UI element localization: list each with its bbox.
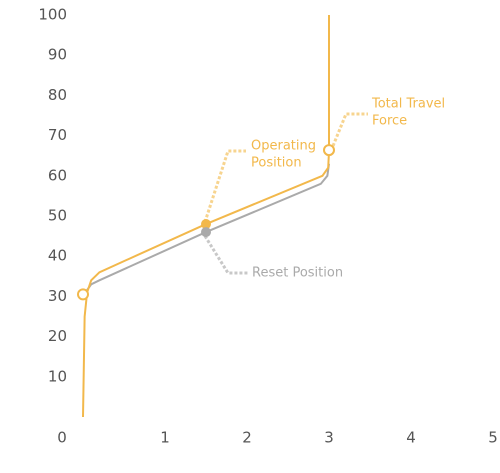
x-tick-label: 0 — [57, 429, 67, 447]
x-tick-label: 5 — [488, 429, 498, 447]
y-tick-label: 10 — [48, 367, 67, 385]
reset-leader — [203, 235, 248, 275]
annotation: Total Travel — [371, 97, 445, 112]
series-line — [82, 15, 330, 418]
marker — [201, 219, 211, 230]
total-travel-leader — [331, 112, 368, 147]
annotation: Force — [372, 114, 407, 129]
marker — [77, 288, 89, 301]
marker — [323, 144, 335, 157]
y-tick-label: 100 — [38, 6, 67, 24]
y-tick-label: 20 — [48, 327, 67, 345]
y-tick-label: 30 — [48, 287, 67, 305]
annotation: Reset Position — [252, 266, 343, 281]
y-tick-label: 40 — [48, 247, 67, 265]
y-tick-label: 80 — [48, 86, 67, 104]
leaders — [203, 112, 368, 275]
marker — [201, 227, 211, 238]
operating-leader — [203, 149, 246, 223]
y-tick-label: 50 — [48, 207, 67, 225]
annotation: Position — [251, 156, 302, 171]
x-tick-label: 2 — [242, 429, 252, 447]
y-tick-label: 70 — [48, 126, 67, 144]
x-tick-label: 4 — [406, 429, 416, 447]
annotation: Operating — [251, 139, 316, 154]
x-tick-label: 3 — [324, 429, 334, 447]
x-tick-label: 1 — [160, 429, 170, 447]
y-tick-label: 60 — [48, 166, 67, 184]
y-tick-label: 90 — [48, 46, 67, 64]
